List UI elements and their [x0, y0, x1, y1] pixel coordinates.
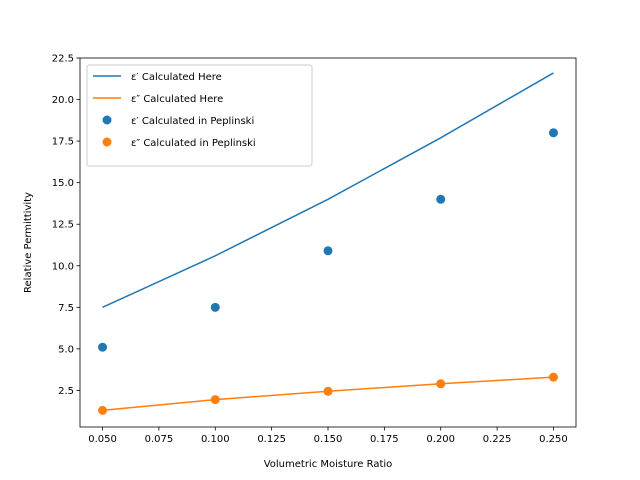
y-tick-label: 17.5: [52, 137, 74, 148]
y-tick-label: 10.0: [52, 261, 74, 272]
y-tick-label: 2.5: [58, 386, 74, 397]
x-tick-label: 0.050: [88, 434, 117, 445]
x-tick-label: 0.125: [257, 434, 286, 445]
x-axis-ticks: 0.050 0.075 0.100 0.125 0.150 0.175 0.200 0.225…: [88, 427, 568, 445]
legend-box: [86, 64, 313, 167]
y-tick-label: 15.0: [52, 178, 74, 189]
series-point-2: [98, 342, 108, 352]
y-tick-label: 5.0: [58, 344, 74, 355]
legend: ε′ Calculated Here ε″ Calculated Here ε′ C…: [86, 64, 313, 167]
x-tick-label: 0.175: [370, 434, 399, 445]
series-point-3: [210, 395, 220, 405]
legend-marker-swatch: [102, 115, 112, 125]
x-axis-label: Volumetric Moisture Ratio: [264, 459, 393, 470]
series-point-3: [436, 379, 446, 389]
x-tick-label: 0.100: [201, 434, 230, 445]
series-point-2: [548, 128, 558, 138]
series-line-0: [102, 72, 554, 309]
x-tick-label: 0.150: [314, 434, 343, 445]
legend-entry-label: ε″ Calculated Here: [131, 94, 223, 105]
plot-series: [98, 72, 558, 415]
y-axis-ticks: 2.5 5.0 7.5 10.0 12.5 15.0 17.5 20.0 22.5: [52, 54, 80, 397]
x-tick-label: 0.250: [539, 434, 568, 445]
series-point-3: [548, 372, 558, 382]
plot-frame: [79, 57, 577, 428]
series-point-2: [210, 302, 220, 312]
series-point-2: [323, 246, 333, 256]
legend-entry-label: ε′ Calculated in Peplinski: [131, 116, 254, 127]
x-tick-label: 0.075: [145, 434, 174, 445]
y-tick-label: 12.5: [52, 220, 74, 231]
x-tick-label: 0.200: [426, 434, 455, 445]
y-tick-label: 22.5: [52, 54, 74, 65]
legend-entry-label: ε″ Calculated in Peplinski: [131, 138, 256, 149]
legend-entry-label: ε′ Calculated Here: [131, 72, 222, 83]
series-point-3: [98, 405, 108, 415]
x-tick-label: 0.225: [483, 434, 512, 445]
y-tick-label: 7.5: [58, 303, 74, 314]
legend-marker-swatch: [102, 137, 112, 147]
series-point-2: [436, 194, 446, 204]
y-axis-label: Relative Permittivity: [23, 192, 34, 293]
y-tick-label: 20.0: [52, 95, 74, 106]
series-point-3: [323, 386, 333, 396]
